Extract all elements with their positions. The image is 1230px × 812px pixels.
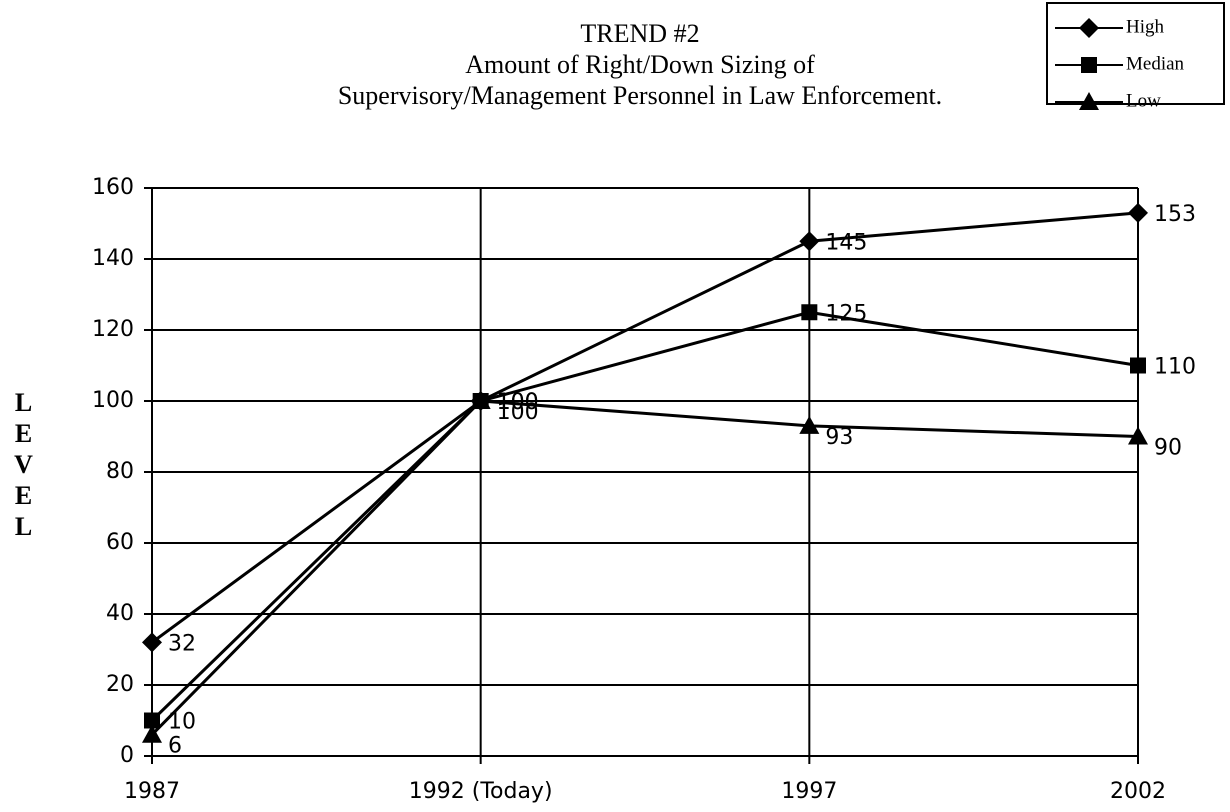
y-tick-label: 100: [92, 388, 134, 413]
y-tick-label: 60: [106, 530, 134, 555]
data-label: 32: [168, 631, 196, 656]
marker-triangle: [1128, 426, 1148, 445]
marker-triangle: [799, 415, 820, 434]
legend-label: High: [1126, 16, 1165, 37]
legend-label: Low: [1126, 90, 1161, 111]
data-label: 100: [497, 400, 539, 425]
chart-title: Amount of Right/Down Sizing of: [465, 50, 815, 79]
marker-square: [144, 712, 160, 729]
series-line: [150, 399, 1139, 736]
marker-square: [801, 304, 818, 321]
marker-triangle: [470, 391, 491, 409]
data-label: 90: [1154, 436, 1182, 461]
marker-diamond: [1128, 202, 1148, 223]
x-tick-label: 1987: [124, 779, 180, 804]
x-tick-label: 1997: [781, 779, 837, 804]
marker-square: [1130, 357, 1146, 374]
chart-title: Supervisory/Management Personnel in Law …: [338, 81, 942, 110]
y-tick-label: 0: [120, 743, 134, 768]
legend-label: Median: [1126, 53, 1185, 74]
chart-title: TREND #2: [580, 19, 699, 48]
y-axis-label: LEVEL: [9, 388, 38, 543]
y-tick-label: 160: [92, 175, 134, 200]
marker-triangle: [142, 724, 162, 743]
data-label: 153: [1154, 202, 1196, 227]
marker-square: [1081, 57, 1097, 73]
x-tick-label: 2002: [1110, 779, 1166, 804]
y-tick-label: 80: [106, 459, 134, 484]
marker-diamond: [142, 632, 162, 653]
marker-diamond: [799, 231, 820, 252]
data-label: 110: [1154, 355, 1196, 380]
series-line: [151, 211, 1139, 644]
y-tick-label: 40: [106, 601, 134, 626]
y-tick-label: 20: [106, 672, 134, 697]
data-label: 93: [825, 425, 853, 450]
data-label: 6: [168, 734, 182, 759]
y-tick-label: 120: [92, 317, 134, 342]
series-line: [150, 310, 1139, 722]
data-label: 145: [825, 230, 867, 255]
marker-triangle: [1079, 92, 1099, 110]
y-tick-label: 140: [92, 246, 134, 271]
x-tick-label: 1992 (Today): [409, 779, 553, 804]
marker-diamond: [1079, 18, 1099, 38]
legend-box: [1046, 2, 1225, 105]
data-label: 125: [825, 301, 867, 326]
